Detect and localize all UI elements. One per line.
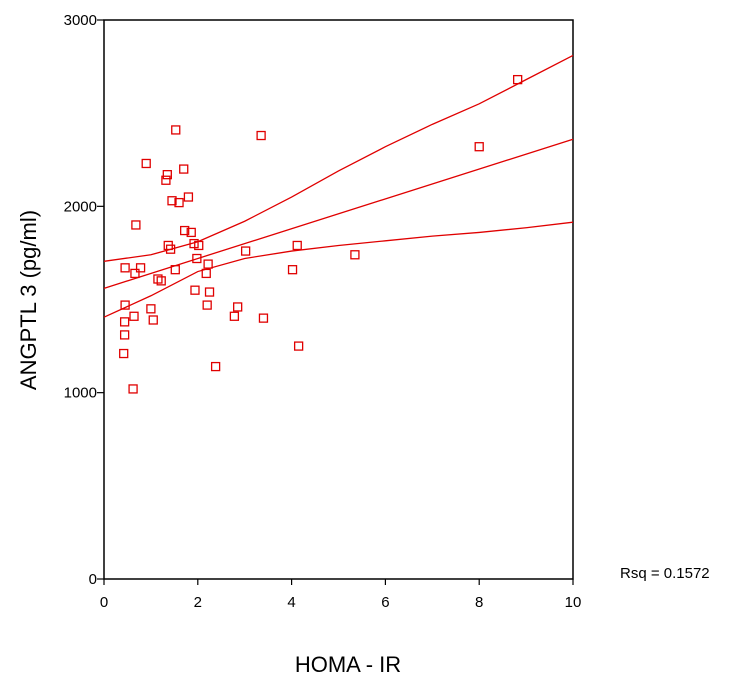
x-tick-label: 8 [475,594,483,611]
upper-confidence-band [103,54,574,262]
data-point [233,302,243,312]
data-point [201,268,211,279]
x-axis-title: HOMA - IR [295,652,401,677]
data-points [119,74,523,394]
data-point [210,361,221,372]
regression-line [103,138,574,289]
data-point [130,268,140,279]
y-tick-label: 1000 [64,385,97,402]
data-point [146,304,156,314]
data-point [240,246,251,256]
y-axis-title: ANGPTL 3 (pg/ml) [16,210,41,390]
data-point [167,196,177,206]
data-point [119,317,130,327]
rsq-annotation: Rsq = 0.1572 [620,565,710,582]
data-point [120,263,130,273]
data-point [156,276,166,286]
data-point [131,220,141,230]
data-point [474,142,484,152]
data-point [194,240,204,251]
x-tick-label: 0 [100,594,108,611]
data-point [119,348,129,359]
data-point [350,250,360,260]
data-point [183,192,194,202]
data-point [204,287,215,297]
data-point [189,238,199,249]
data-point [165,244,176,254]
data-point [171,125,181,135]
data-point [161,175,171,185]
y-tick-label: 3000 [64,12,97,29]
y-tick-label: 0 [89,571,97,588]
x-tick-label: 4 [287,594,295,611]
data-point [170,265,180,275]
data-point [128,384,138,394]
data-point [141,158,151,169]
fit-lines [103,54,574,318]
data-point [174,197,184,208]
lower-confidence-band [103,221,574,318]
data-point [119,330,130,340]
data-point [180,225,190,236]
data-point [292,240,302,251]
data-point [120,300,130,310]
x-tick-label: 6 [381,594,389,611]
data-point [287,265,298,275]
y-axis-ticks: 0 1000 2000 3000 [64,12,104,588]
data-point [190,285,200,295]
data-point [153,274,163,284]
data-point [135,263,146,273]
y-tick-label: 2000 [64,198,97,215]
data-point [186,227,196,238]
data-point [179,164,189,174]
data-point [203,259,213,269]
plot-frame [103,19,574,580]
data-point [129,311,139,321]
x-axis-ticks: 0 2 4 6 8 10 [100,579,582,611]
data-point [148,315,158,325]
data-point [513,74,523,85]
x-tick-label: 2 [194,594,202,611]
data-point [192,253,202,264]
data-point [162,170,172,180]
data-point [258,313,269,323]
data-point [202,300,212,310]
x-tick-label: 10 [565,594,582,611]
data-point [229,311,240,321]
data-point [256,130,266,141]
data-point [293,341,304,351]
